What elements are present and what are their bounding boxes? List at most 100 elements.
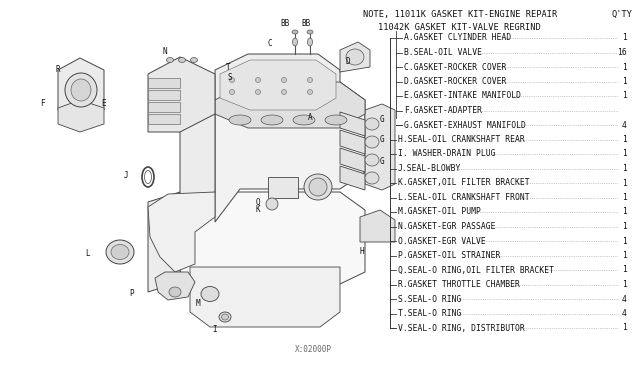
Text: B.SEAL-OIL VALVE: B.SEAL-OIL VALVE [404, 48, 482, 57]
Polygon shape [148, 102, 180, 112]
Ellipse shape [221, 314, 228, 320]
Text: M: M [196, 299, 200, 308]
Ellipse shape [365, 172, 379, 184]
Ellipse shape [65, 73, 97, 107]
Text: 4: 4 [622, 309, 627, 318]
Text: G: G [380, 135, 384, 144]
Text: C: C [268, 39, 272, 48]
Text: G: G [380, 115, 384, 125]
Text: 1: 1 [622, 179, 627, 187]
Ellipse shape [266, 198, 278, 210]
Text: N.GASKET-EGR PASSAGE: N.GASKET-EGR PASSAGE [398, 222, 495, 231]
Text: 4: 4 [622, 295, 627, 304]
Text: 1: 1 [622, 237, 627, 246]
Ellipse shape [346, 49, 364, 65]
Text: 1: 1 [622, 62, 627, 71]
Polygon shape [148, 114, 180, 124]
Polygon shape [215, 54, 340, 114]
Text: Q: Q [256, 198, 260, 206]
Text: 1: 1 [622, 77, 627, 86]
Polygon shape [180, 100, 215, 204]
Polygon shape [340, 148, 365, 172]
Polygon shape [340, 42, 370, 72]
Text: G: G [380, 157, 384, 167]
Polygon shape [215, 82, 365, 128]
Text: T: T [226, 62, 230, 71]
Text: T.SEAL-O RING: T.SEAL-O RING [398, 309, 461, 318]
Ellipse shape [282, 90, 287, 94]
Text: F.GASKET-ADAPTER: F.GASKET-ADAPTER [404, 106, 482, 115]
Ellipse shape [255, 90, 260, 94]
Polygon shape [155, 272, 195, 300]
Ellipse shape [255, 77, 260, 83]
Text: M.GASKET-OIL PUMP: M.GASKET-OIL PUMP [398, 208, 481, 217]
Text: D: D [346, 58, 350, 67]
Ellipse shape [307, 77, 312, 83]
Text: P: P [130, 289, 134, 298]
Text: 1: 1 [622, 266, 627, 275]
Ellipse shape [71, 79, 91, 101]
Text: A.GASKET CLYINDER HEAD: A.GASKET CLYINDER HEAD [404, 33, 511, 42]
Ellipse shape [230, 90, 234, 94]
Ellipse shape [365, 136, 379, 148]
Ellipse shape [307, 38, 312, 46]
Ellipse shape [309, 178, 327, 196]
Text: S.SEAL-O RING: S.SEAL-O RING [398, 295, 461, 304]
Polygon shape [365, 104, 395, 190]
Polygon shape [340, 112, 365, 136]
Text: V.SEAL-O RING, DISTRIBUTOR: V.SEAL-O RING, DISTRIBUTOR [398, 324, 525, 333]
Polygon shape [58, 100, 104, 132]
Polygon shape [340, 130, 365, 154]
Ellipse shape [142, 167, 154, 187]
Polygon shape [180, 192, 365, 284]
Polygon shape [58, 58, 104, 122]
Text: E.GASKET-INTAKE MANIFOLD: E.GASKET-INTAKE MANIFOLD [404, 92, 521, 100]
Text: X:02000P: X:02000P [295, 345, 332, 354]
Text: 1: 1 [622, 150, 627, 158]
Text: J.SEAL-BLOWBY: J.SEAL-BLOWBY [398, 164, 461, 173]
Text: L.SEAL-OIL CRANKSHAFT FRONT: L.SEAL-OIL CRANKSHAFT FRONT [398, 193, 530, 202]
Text: K: K [256, 205, 260, 214]
Polygon shape [148, 192, 180, 292]
Polygon shape [220, 60, 336, 110]
Polygon shape [268, 177, 298, 198]
Text: Q.SEAL-O RING,OIL FILTER BRACKET: Q.SEAL-O RING,OIL FILTER BRACKET [398, 266, 554, 275]
Text: 1: 1 [622, 135, 627, 144]
Text: P.GASKET-OIL STRAINER: P.GASKET-OIL STRAINER [398, 251, 500, 260]
Text: 1: 1 [622, 324, 627, 333]
Ellipse shape [261, 115, 283, 125]
Polygon shape [340, 166, 365, 190]
Text: F: F [40, 99, 44, 109]
Ellipse shape [166, 58, 173, 62]
Polygon shape [148, 78, 180, 88]
Text: D.GASKET-ROCKER COVER: D.GASKET-ROCKER COVER [404, 77, 506, 86]
Text: Q'TY: Q'TY [611, 10, 632, 19]
Ellipse shape [111, 244, 129, 260]
Text: 1: 1 [622, 193, 627, 202]
Ellipse shape [307, 90, 312, 94]
Text: R.GASKET THROTTLE CHAMBER: R.GASKET THROTTLE CHAMBER [398, 280, 520, 289]
Text: E: E [102, 99, 106, 109]
Ellipse shape [292, 38, 298, 46]
Ellipse shape [169, 287, 181, 297]
Ellipse shape [106, 240, 134, 264]
Polygon shape [148, 57, 215, 132]
Text: 1: 1 [622, 92, 627, 100]
Text: I: I [212, 326, 218, 334]
Text: NOTE, 11011K GASKET KIT-ENGINE REPAIR: NOTE, 11011K GASKET KIT-ENGINE REPAIR [363, 10, 557, 19]
Text: BB: BB [280, 19, 290, 29]
Polygon shape [215, 82, 365, 222]
Text: H: H [360, 247, 364, 257]
Text: 1: 1 [622, 280, 627, 289]
Text: N: N [163, 48, 167, 57]
Text: 1: 1 [622, 222, 627, 231]
Ellipse shape [365, 118, 379, 130]
Text: BB: BB [301, 19, 310, 29]
Text: 4: 4 [622, 121, 627, 129]
Ellipse shape [179, 58, 186, 62]
Polygon shape [190, 267, 340, 327]
Text: 1: 1 [622, 164, 627, 173]
Text: 1: 1 [622, 33, 627, 42]
Text: 16: 16 [617, 48, 627, 57]
Text: H.SEAL-OIL CRANKSHAFT REAR: H.SEAL-OIL CRANKSHAFT REAR [398, 135, 525, 144]
